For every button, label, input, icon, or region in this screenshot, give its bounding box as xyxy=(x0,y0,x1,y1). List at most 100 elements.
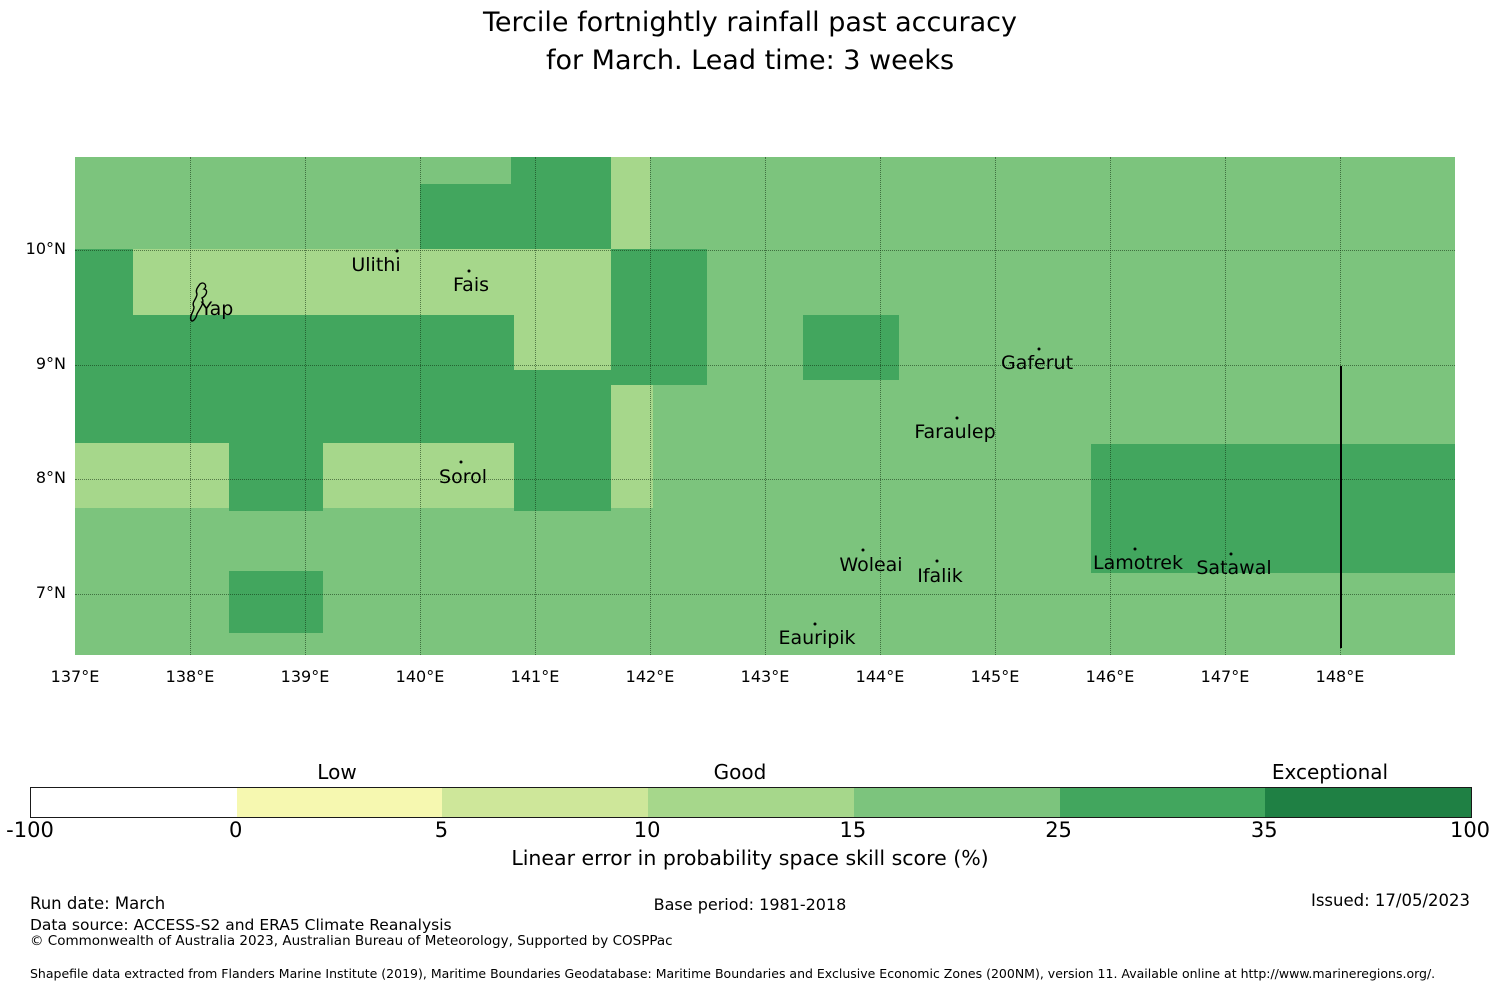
island-label-yap: Yap xyxy=(200,298,234,320)
colorbar-axis-label: Linear error in probability space skill … xyxy=(511,846,989,870)
map-cell-region-light xyxy=(75,443,229,508)
x-tick-label: 148°E xyxy=(1315,667,1365,686)
gridline-meridian xyxy=(420,157,421,655)
y-tick-label: 9°N xyxy=(35,353,66,373)
gridline-parallel xyxy=(75,364,1455,366)
footer-base-period: Base period: 1981-2018 xyxy=(653,895,847,914)
x-tick-label: 143°E xyxy=(740,667,790,686)
island-label-ulithi: Ulithi xyxy=(351,254,401,276)
x-tick-label: 138°E xyxy=(165,667,215,686)
colorbar-segment-25to35 xyxy=(1059,788,1266,817)
gridline-meridian xyxy=(995,157,996,655)
gridline-meridian xyxy=(305,157,306,655)
map-cell-region-light xyxy=(611,385,653,508)
x-tick-label: 141°E xyxy=(510,667,560,686)
map-cell-region-dark xyxy=(75,249,133,443)
colorbar-tick-label: 10 xyxy=(633,818,661,842)
footer-copyright: © Commonwealth of Australia 2023, Austra… xyxy=(30,933,673,949)
map-cell-region-light xyxy=(133,249,514,315)
island-marker-dot xyxy=(395,249,399,253)
island-label-woleai: Woleai xyxy=(839,554,903,576)
map-cell-region-dark xyxy=(514,370,611,511)
gridline-meridian xyxy=(190,157,191,655)
colorbar-segment-10to15 xyxy=(648,788,854,817)
gridline-parallel xyxy=(75,250,1455,251)
colorbar-category-good: Good xyxy=(713,760,767,784)
island-marker-dot xyxy=(1037,347,1041,351)
map-cell-region-dark xyxy=(611,249,707,385)
chart-title-line1: Tercile fortnightly rainfall past accura… xyxy=(483,7,1017,38)
x-tick-label: 147°E xyxy=(1200,667,1250,686)
map-cell-region-light xyxy=(611,157,650,249)
gridline-parallel xyxy=(75,479,1455,481)
island-label-fais: Fais xyxy=(452,274,490,296)
map-cell-region-dark xyxy=(229,571,323,633)
footer-shapefile-note: Shapefile data extracted from Flanders M… xyxy=(30,966,1436,981)
gridline-meridian xyxy=(650,157,651,655)
colorbar-tick-label: 5 xyxy=(434,818,449,842)
island-label-eauripik: Eauripik xyxy=(778,627,856,649)
chart-title: Tercile fortnightly rainfall past accura… xyxy=(0,4,1500,80)
x-tick-label: 137°E xyxy=(50,667,100,686)
gridline-meridian xyxy=(1110,157,1111,655)
gridline-parallel xyxy=(75,593,1455,595)
colorbar xyxy=(30,787,1472,818)
footer-issued-date: Issued: 17/05/2023 xyxy=(1310,891,1470,910)
island-label-ifalik: Ifalik xyxy=(917,565,963,587)
map-cell-region-light xyxy=(323,443,514,508)
colorbar-category-exceptional: Exceptional xyxy=(1271,760,1389,784)
island-marker-dot xyxy=(861,548,865,552)
island-marker-dot xyxy=(813,622,817,626)
map-cell-region-light xyxy=(514,249,611,370)
island-label-sorol: Sorol xyxy=(439,466,487,488)
map-canvas: Yap Ulithi Fais Sorol Gaferut Faraulep Woleai I… xyxy=(75,157,1455,655)
island-label-faraulep: Faraulep xyxy=(914,421,996,443)
colorbar-tick-label: 15 xyxy=(839,818,867,842)
colorbar-tick-label: 25 xyxy=(1045,818,1072,842)
island-marker-dot xyxy=(1229,552,1233,556)
map-cell-region-dark xyxy=(229,443,323,511)
eez-boundary-line xyxy=(1340,366,1342,648)
colorbar-segment-0to5 xyxy=(236,788,443,817)
colorbar-segment-15to25 xyxy=(853,788,1060,817)
island-label-lamotrek: Lamotrek xyxy=(1093,552,1183,574)
gridline-meridian xyxy=(535,157,536,655)
map-cell-region-dark xyxy=(420,184,511,249)
colorbar-category-low: Low xyxy=(317,760,357,784)
footer-run-date: Run date: March xyxy=(30,894,166,913)
x-tick-label: 142°E xyxy=(625,667,675,686)
map-cell-region-dark xyxy=(1091,444,1455,573)
colorbar-tick-label: 0 xyxy=(229,818,243,842)
island-label-gaferut: Gaferut xyxy=(1000,352,1074,374)
island-marker-dot xyxy=(955,416,959,420)
y-tick-label: 7°N xyxy=(35,582,66,602)
island-marker-dot xyxy=(467,269,471,273)
gridline-meridian xyxy=(1225,157,1226,655)
map-cell-region-dark xyxy=(511,157,611,249)
chart-title-line2: for March. Lead time: 3 weeks xyxy=(545,45,955,76)
x-tick-label: 146°E xyxy=(1085,667,1135,686)
colorbar-tick-label: 35 xyxy=(1250,818,1278,842)
yap-island-outline xyxy=(189,282,208,322)
island-marker-dot xyxy=(935,559,939,563)
y-tick-label: 8°N xyxy=(35,468,66,488)
y-tick-label: 10°N xyxy=(25,239,66,258)
colorbar-tick-label: -100 xyxy=(6,818,54,842)
island-marker-dot xyxy=(459,460,463,464)
gridline-meridian xyxy=(880,157,881,655)
footer-data-source: Data source: ACCESS-S2 and ERA5 Climate … xyxy=(30,916,452,934)
island-marker-dot xyxy=(1133,547,1137,551)
island-label-satawal: Satawal xyxy=(1196,557,1272,579)
x-tick-label: 140°E xyxy=(395,667,445,686)
colorbar-tick-label: 100 xyxy=(1449,818,1491,842)
colorbar-segment-35to100 xyxy=(1265,788,1472,817)
x-tick-label: 139°E xyxy=(280,667,330,686)
colorbar-segment-5to10 xyxy=(442,788,649,817)
colorbar-segment--100to0 xyxy=(31,788,237,817)
map-cell-region-dark xyxy=(133,315,514,443)
x-tick-label: 144°E xyxy=(855,667,905,686)
gridline-meridian xyxy=(765,157,766,655)
x-tick-label: 145°E xyxy=(970,667,1020,686)
map-cell-region-dark xyxy=(803,315,899,380)
